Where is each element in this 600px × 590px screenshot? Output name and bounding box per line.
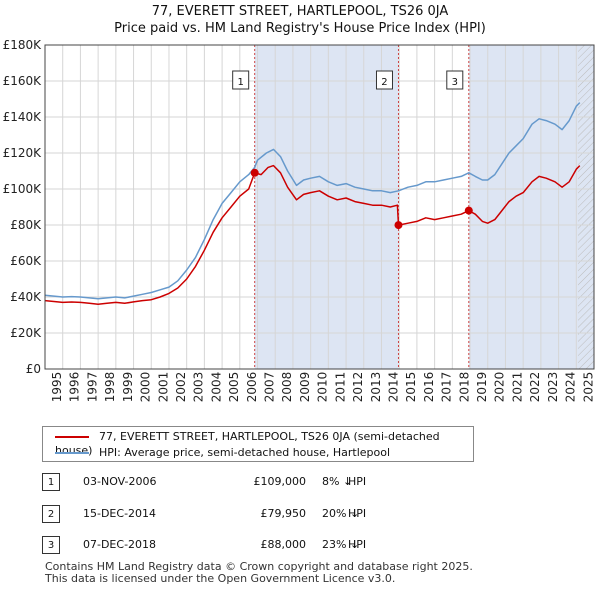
y-tick-label: £40K xyxy=(10,290,42,304)
x-tick-label: 2014 xyxy=(386,372,400,403)
y-tick-label: £120K xyxy=(3,146,43,160)
x-tick-label: 2018 xyxy=(457,372,471,403)
x-tick-label: 2020 xyxy=(493,372,507,403)
sale-marker-box xyxy=(232,70,250,90)
x-tick-label: 2005 xyxy=(227,372,241,403)
y-tick-label: £60K xyxy=(10,254,42,268)
x-tick-label: 2001 xyxy=(156,372,170,403)
x-tick-label: 2006 xyxy=(245,372,259,403)
sale-date: 15-DEC-2014 xyxy=(83,507,157,520)
y-tick-label: £160K xyxy=(3,74,43,88)
y-tick-label: £20K xyxy=(10,326,42,340)
x-tick-label: 2008 xyxy=(280,372,294,403)
footer-licence: This data is licensed under the Open Gov… xyxy=(45,572,396,585)
y-tick-label: £140K xyxy=(3,110,43,124)
sale-point xyxy=(464,206,473,215)
legend-swatch-property xyxy=(55,436,89,438)
legend-item-hpi: HPI: Average price, semi-detached house,… xyxy=(55,446,390,460)
x-tick-label: 1999 xyxy=(121,372,135,403)
x-tick-label: 2012 xyxy=(351,372,365,403)
chart-title: 77, EVERETT STREET, HARTLEPOOL, TS26 0JA xyxy=(151,4,449,19)
x-tick-label: 1996 xyxy=(68,372,82,403)
sale-date: 07-DEC-2018 xyxy=(83,538,157,551)
plot-frame xyxy=(44,44,595,370)
x-tick-label: 2016 xyxy=(422,372,436,403)
hpi-series-line xyxy=(44,102,581,300)
forecast-hatch xyxy=(578,45,594,369)
x-tick-label: 1995 xyxy=(50,372,64,403)
x-tick-label: 2009 xyxy=(298,372,312,403)
sale-number-badge: 3 xyxy=(42,536,60,554)
x-tick-label: 2015 xyxy=(404,372,418,403)
legend-swatch-hpi xyxy=(55,452,89,454)
sale-point xyxy=(394,221,403,230)
footer-copyright: Contains HM Land Registry data © Crown c… xyxy=(45,560,473,573)
sale-price: £79,950 xyxy=(260,507,307,520)
sale-hpi-label: HPI xyxy=(348,538,367,551)
x-tick-label: 2019 xyxy=(475,372,489,403)
chart-subtitle: Price paid vs. HM Land Registry's House … xyxy=(114,21,486,36)
x-tick-label: 2024 xyxy=(564,372,578,403)
sale-marker-label: 3 xyxy=(452,77,458,88)
x-tick-label: 2003 xyxy=(192,372,206,403)
x-tick-label: 2010 xyxy=(316,372,330,403)
sale-marker-box xyxy=(375,70,393,90)
sale-marker-box xyxy=(446,70,464,90)
sale-delta: 8% ↓ xyxy=(322,475,353,488)
x-tick-label: 2004 xyxy=(209,372,223,403)
x-tick-label: 2011 xyxy=(333,372,347,403)
property-series-line xyxy=(44,164,581,305)
x-tick-label: 2025 xyxy=(581,372,595,403)
sale-hpi-label: HPI xyxy=(348,475,367,488)
y-tick-label: £100K xyxy=(3,182,43,196)
sale-delta: 23% ↓ xyxy=(322,538,360,551)
legend-item-property: 77, EVERETT STREET, HARTLEPOOL, TS26 0JA… xyxy=(55,430,473,457)
y-tick-label: £0 xyxy=(26,362,41,376)
x-tick-label: 2023 xyxy=(546,372,560,403)
y-tick-label: £180K xyxy=(3,38,43,52)
x-tick-label: 2007 xyxy=(263,372,277,403)
y-tick-label: £80K xyxy=(10,218,42,232)
sale-price: £88,000 xyxy=(260,538,307,551)
sale-date: 03-NOV-2006 xyxy=(83,475,157,488)
x-tick-label: 1997 xyxy=(85,372,99,403)
sale-delta: 20% ↓ xyxy=(322,507,360,520)
sale-number-badge: 1 xyxy=(42,473,60,491)
sale-price: £109,000 xyxy=(253,475,307,488)
x-tick-label: 1998 xyxy=(103,372,117,403)
x-tick-label: 2002 xyxy=(174,372,188,403)
x-tick-label: 2022 xyxy=(528,372,542,403)
chart-legend: 77, EVERETT STREET, HARTLEPOOL, TS26 0JA… xyxy=(42,426,474,462)
sale-point xyxy=(250,168,259,177)
sale-number-badge: 2 xyxy=(42,505,60,523)
x-tick-label: 2000 xyxy=(139,372,153,403)
x-tick-label: 2013 xyxy=(369,372,383,403)
shaded-period xyxy=(468,45,594,369)
price-chart: 1 2 3 £0 £20K £40K £60K £80K £100K £120K £140K £160… xyxy=(3,38,600,403)
x-tick-label: 2017 xyxy=(440,372,454,403)
legend-label-hpi: HPI: Average price, semi-detached house,… xyxy=(99,446,391,459)
x-tick-label: 2021 xyxy=(510,372,524,403)
sale-hpi-label: HPI xyxy=(348,507,367,520)
sale-marker-label: 1 xyxy=(237,77,243,88)
sale-marker-label: 2 xyxy=(381,77,387,88)
shaded-period xyxy=(254,45,399,369)
